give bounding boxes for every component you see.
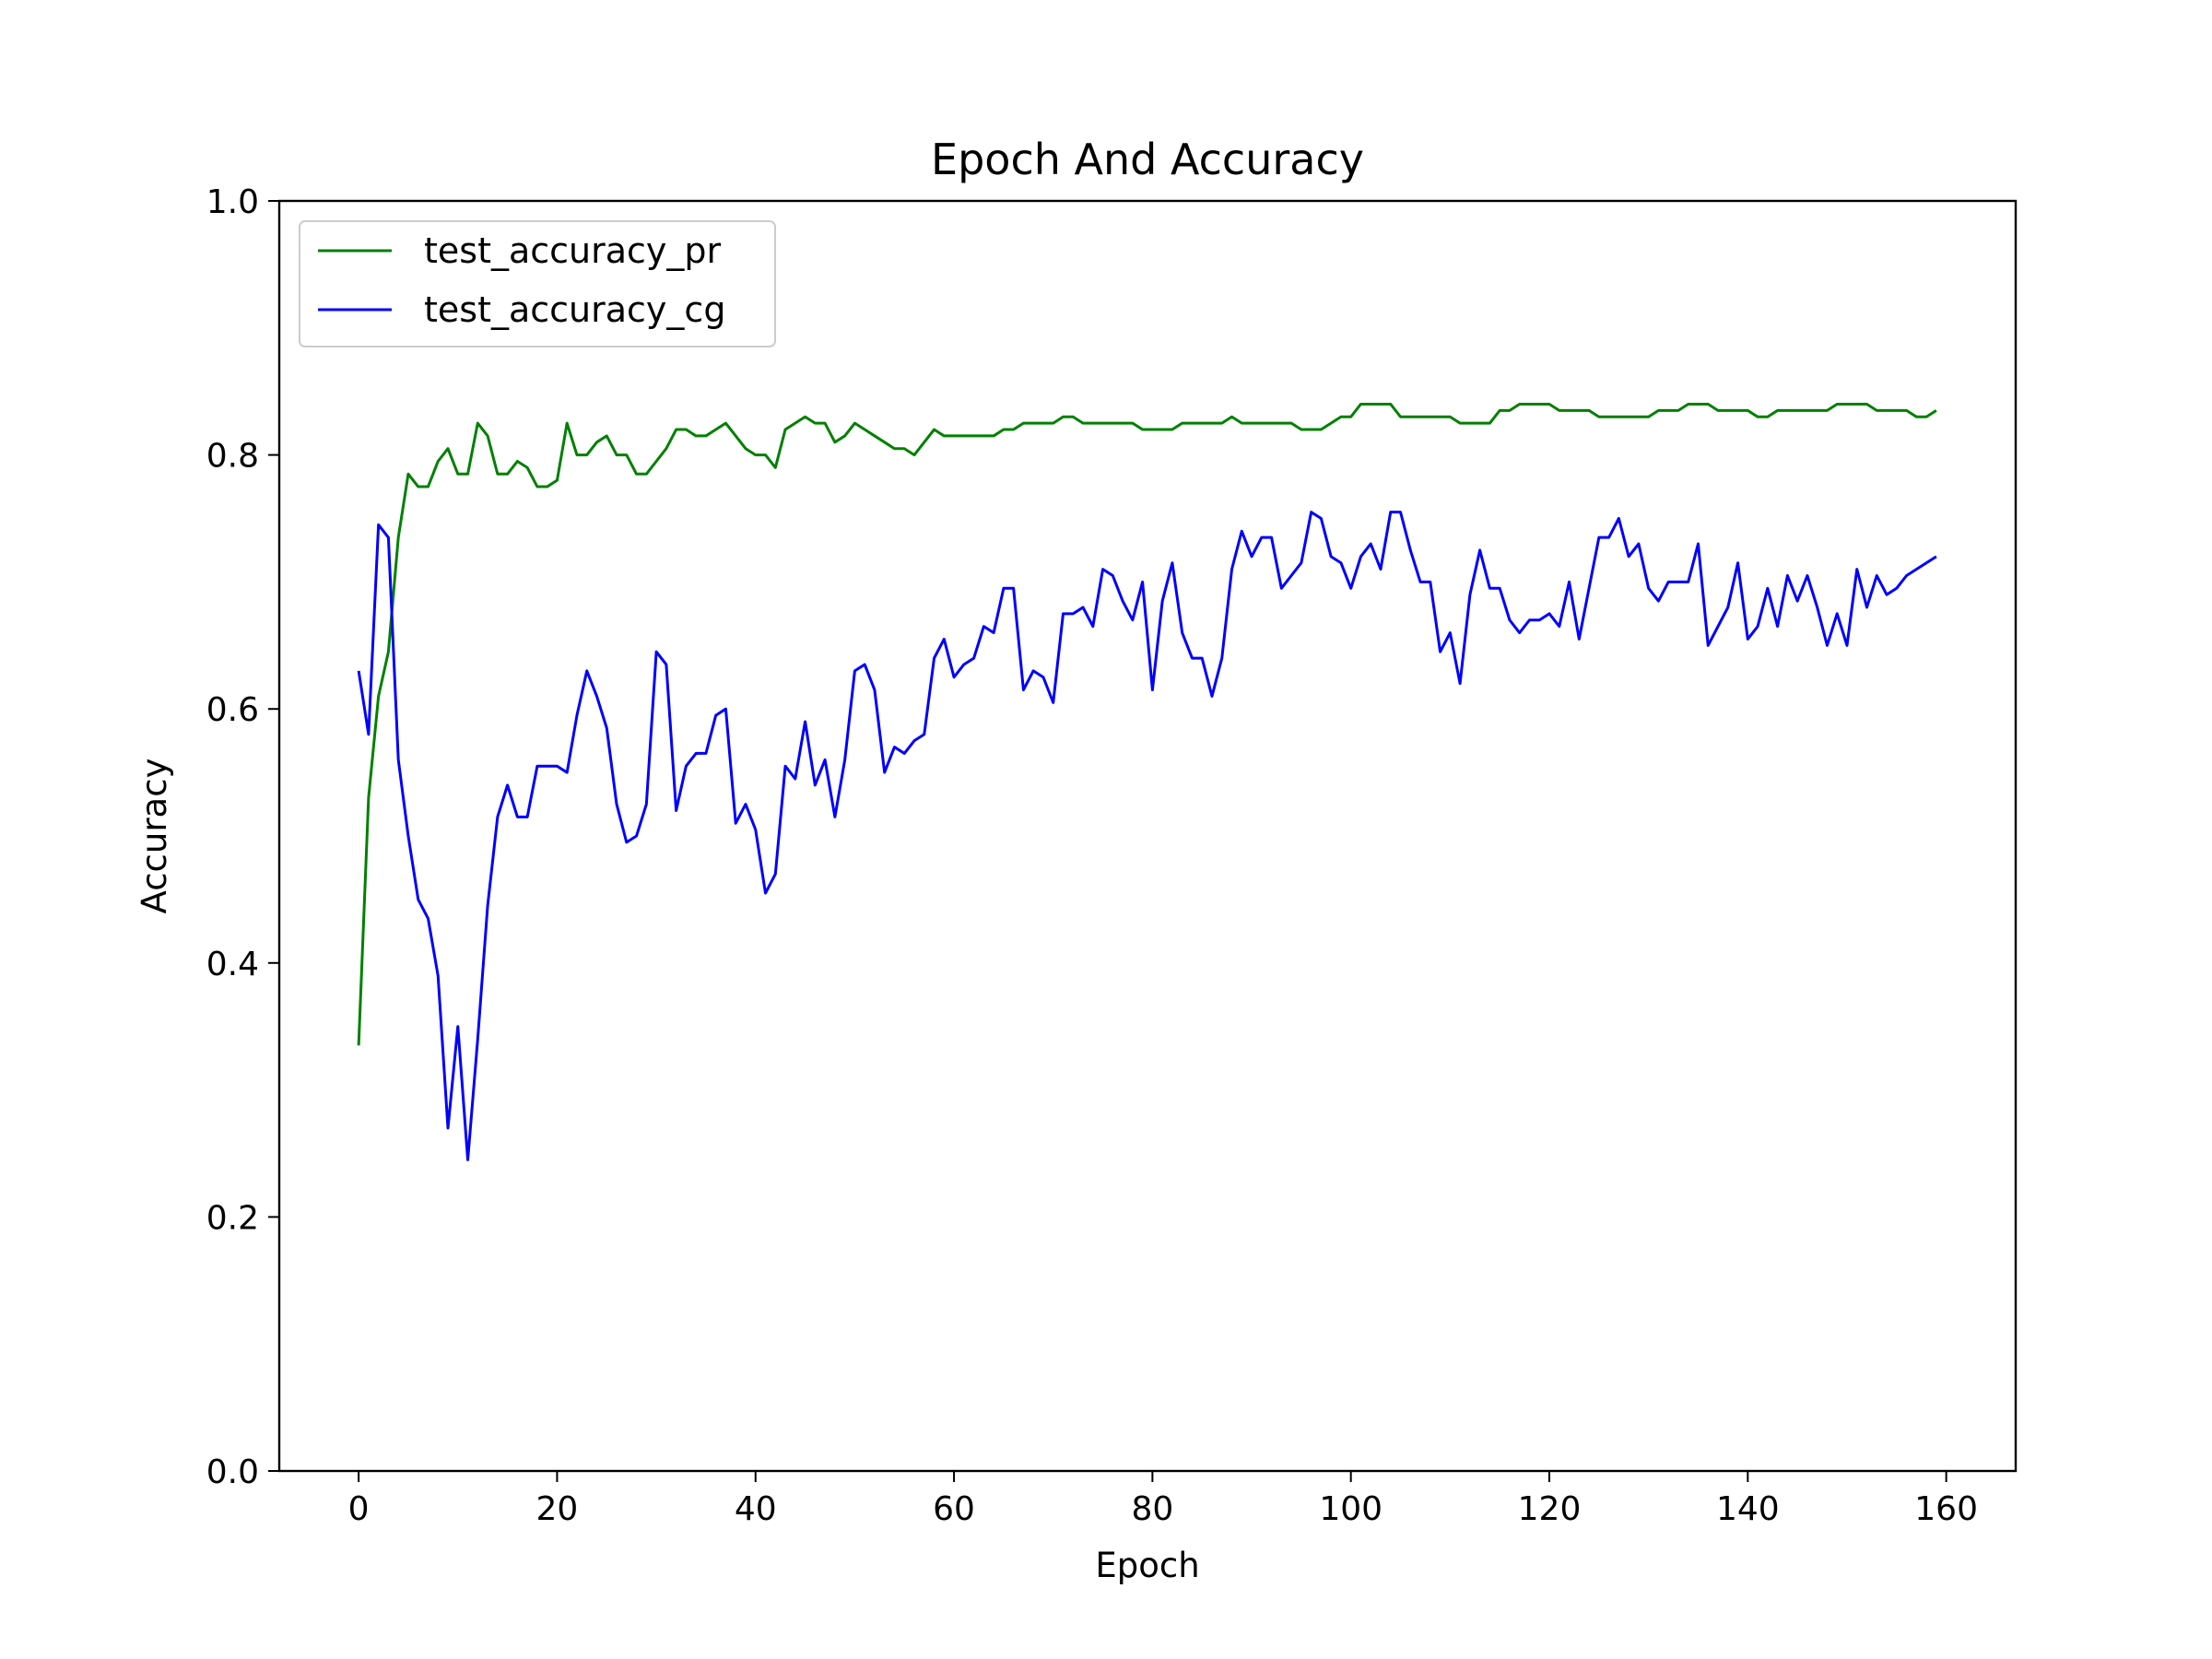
chart-title: Epoch And Accuracy	[931, 135, 1364, 184]
y-tick-label: 1.0	[206, 183, 259, 221]
x-tick-label: 80	[1131, 1490, 1173, 1528]
y-tick-label: 0.0	[206, 1453, 259, 1491]
x-tick-label: 160	[1914, 1490, 1978, 1528]
series-layer	[357, 402, 1937, 1161]
y-axis-label: Accuracy	[135, 759, 174, 914]
x-tick-label: 20	[536, 1490, 579, 1528]
legend-box	[299, 220, 776, 347]
x-tick-label: 100	[1319, 1490, 1382, 1528]
x-tick-label: 40	[735, 1490, 777, 1528]
y-tick-label: 0.6	[206, 691, 259, 729]
y-tick-label: 0.8	[206, 438, 259, 476]
legend-label: test_accuracy_pr	[424, 230, 722, 271]
ticks-layer: 0 20 40 60 80 100 120 140 160 0.0 0.2 0.4 0.6 0.8 1.0	[206, 183, 1978, 1528]
series-line-test-accuracy-pr	[357, 402, 1937, 1046]
legend-label: test_accuracy_cg	[424, 289, 725, 330]
x-tick-label: 0	[348, 1490, 370, 1528]
x-tick-label: 60	[933, 1490, 975, 1528]
legend: test_accuracy_pr test_accuracy_cg	[299, 220, 776, 347]
y-tick-label: 0.4	[206, 946, 259, 983]
axes-frame	[277, 199, 2018, 1473]
x-axis-label: Epoch	[1095, 1546, 1199, 1585]
series-line-test-accuracy-cg	[357, 511, 1937, 1161]
x-tick-label: 120	[1518, 1490, 1582, 1528]
x-tick-label: 140	[1716, 1490, 1780, 1528]
y-tick-label: 0.2	[206, 1199, 259, 1237]
